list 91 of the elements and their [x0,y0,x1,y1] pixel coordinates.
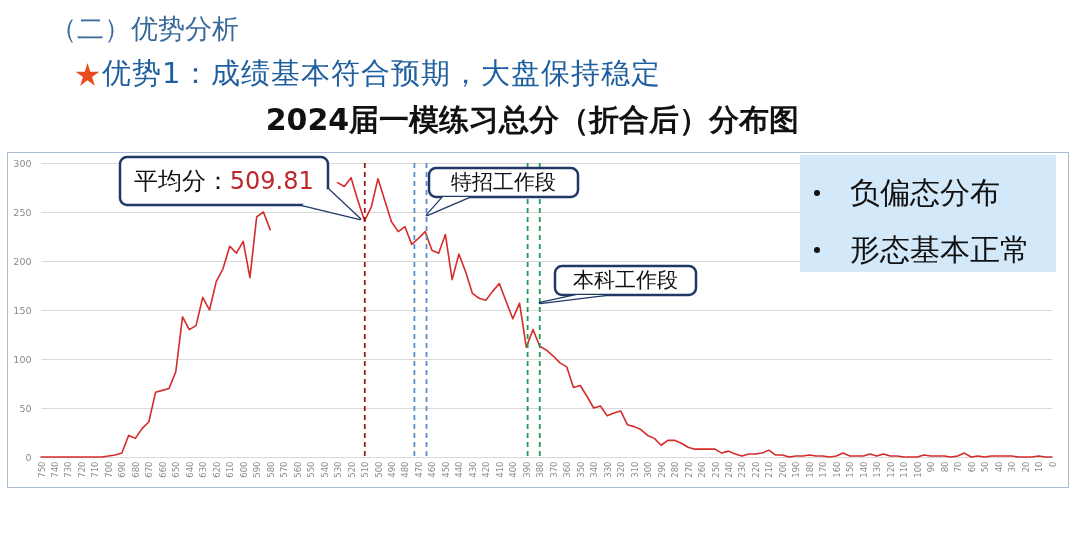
x-tick-label: 340 [589,461,600,478]
x-tick-label: 570 [279,461,290,478]
x-tick-label: 290 [656,461,667,478]
x-tick-label: 730 [63,461,74,478]
x-tick-label: 160 [831,461,842,478]
x-tick-label: 270 [683,461,694,478]
x-tick-label: 400 [508,461,519,478]
x-tick-label: 170 [818,461,829,478]
x-tick-label: 410 [494,461,505,478]
x-tick-label: 660 [157,461,168,478]
annotation: 负偏态分布 [850,175,1000,210]
text: 优势1：成绩基本符合预期，大盘保持稳定 [102,56,662,90]
x-tick-label: 520 [346,461,357,478]
x-tick-label: 120 [885,461,896,478]
x-tick-label: 320 [616,461,627,478]
chart-title: 2024届一模练习总分（折合后）分布图 [265,102,800,137]
x-tick-label: 680 [130,461,141,478]
x-tick-label: 90 [926,461,937,473]
x-tick-label: 350 [575,461,586,478]
x-tick-label: 260 [697,461,708,478]
x-tick-label: 590 [252,461,263,478]
x-tick-label: 640 [184,461,195,478]
x-tick-label: 690 [117,461,128,478]
x-tick-label: 750 [36,461,47,478]
x-tick-label: 60 [966,461,977,473]
x-tick-label: 470 [413,461,424,478]
x-tick-label: 190 [791,461,802,478]
y-tick-label: 0 [25,451,32,463]
x-tick-label: 40 [993,461,1004,473]
x-tick-label: 100 [912,461,923,478]
x-tick-label: 220 [750,461,761,478]
x-tick-label: 490 [386,461,397,478]
x-tick-label: 80 [939,461,950,473]
y-tick-label: 150 [13,304,32,316]
x-tick-label: 200 [777,461,788,478]
x-tick-label: 370 [548,461,559,478]
x-tick-label: 620 [211,461,222,478]
y-tick-label: 100 [13,353,32,365]
x-tick-label: 430 [467,461,478,478]
x-tick-label: 720 [76,461,87,478]
x-tick-label: 650 [171,461,182,478]
x-tick-label: 500 [373,461,384,478]
x-tick-label: 380 [535,461,546,478]
x-tick-label: 420 [481,461,492,478]
x-tick-label: 480 [400,461,411,478]
ref-line-label: 特招工作段 [450,170,556,194]
y-tick-label: 250 [13,206,32,218]
x-tick-label: 280 [670,461,681,478]
x-tick-label: 150 [845,461,856,478]
x-tick-label: 630 [198,461,209,478]
x-tick-label: 240 [723,461,734,478]
x-tick-label: 310 [629,461,640,478]
x-tick-label: 230 [737,461,748,478]
x-tick-label: 180 [804,461,815,478]
x-tick-label: 740 [49,461,60,478]
x-tick-label: 550 [306,461,317,478]
x-tick-label: 130 [872,461,883,478]
y-tick-label: 300 [13,157,32,169]
x-tick-label: 580 [265,461,276,478]
text: （二）优势分析 [50,13,239,44]
x-tick-label: 50 [980,461,991,473]
x-tick-label: 510 [360,461,371,478]
annotation: 形态基本正常 [850,232,1030,267]
x-tick-label: 0 [1047,461,1058,467]
ref-line-label: 本科工作段 [572,268,678,292]
x-tick-label: 440 [454,461,465,478]
x-tick-label: 140 [858,461,869,478]
x-tick-label: 390 [521,461,532,478]
x-tick-label: 70 [953,461,964,473]
x-tick-label: 210 [764,461,775,478]
x-tick-label: 710 [90,461,101,478]
y-tick-label: 50 [19,402,32,414]
x-tick-label: 610 [225,461,236,478]
x-tick-label: 30 [1007,461,1018,473]
x-tick-label: 360 [562,461,573,478]
x-tick-label: 300 [643,461,654,478]
x-tick-label: 600 [238,461,249,478]
x-tick-label: 250 [710,461,721,478]
x-tick-label: 460 [427,461,438,478]
x-tick-label: 450 [440,461,451,478]
y-tick-label: 200 [13,255,32,267]
x-tick-label: 700 [103,461,114,478]
x-tick-label: 560 [292,461,303,478]
x-tick-label: 330 [602,461,613,478]
x-tick-label: 530 [333,461,344,478]
x-tick-label: 670 [144,461,155,478]
x-tick-label: 540 [319,461,330,478]
x-tick-label: 10 [1034,461,1045,473]
x-tick-label: 20 [1020,461,1031,473]
x-tick-label: 110 [899,461,910,478]
ref-line-label: 平均分：509.81 [133,167,314,195]
